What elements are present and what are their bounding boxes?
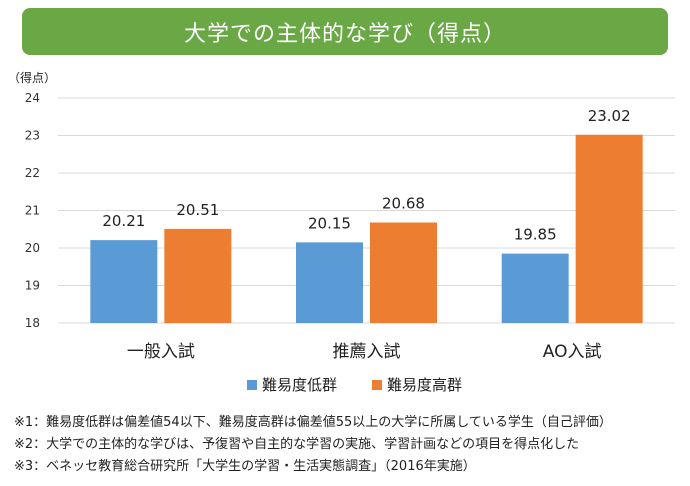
y-tick-label: 24	[25, 91, 40, 105]
legend-label: 難易度高群	[387, 376, 462, 394]
y-tick-label: 20	[25, 241, 40, 255]
data-label: 23.02	[588, 107, 631, 125]
legend-label: 難易度低群	[262, 376, 337, 394]
legend: 難易度低群 難易度高群	[247, 376, 462, 394]
data-label: 19.85	[514, 226, 557, 244]
x-tick-label: 推薦入試	[333, 342, 401, 362]
bar	[296, 242, 363, 323]
bars	[90, 134, 643, 323]
bar	[370, 222, 437, 323]
chart-title-bar: 大学での主体的な学び（得点）	[22, 8, 668, 55]
bar	[501, 253, 569, 323]
bar	[90, 240, 158, 323]
data-label: 20.51	[176, 201, 219, 219]
y-tick-label: 21	[25, 204, 40, 218]
y-tick-label: 23	[25, 129, 40, 143]
bar	[164, 228, 232, 323]
x-tick-labels: 一般入試 推薦入試 AO入試	[127, 342, 602, 362]
bar-chart: （得点） 18 19 20 21 22 23 24 20.21 20.51 20.15 20.68…	[8, 70, 675, 394]
y-tick-label: 19	[25, 279, 40, 293]
data-label: 20.15	[308, 214, 351, 232]
y-tick-label: 22	[25, 166, 40, 180]
data-label: 20.21	[102, 212, 145, 230]
chart-title: 大学での主体的な学び（得点）	[183, 21, 506, 47]
x-tick-label: 一般入試	[127, 342, 195, 362]
y-axis-label: （得点）	[8, 70, 56, 85]
legend-swatch	[372, 380, 382, 390]
bar	[575, 134, 643, 323]
legend-swatch	[247, 380, 257, 390]
data-label: 20.68	[382, 195, 425, 213]
footnotes: ※1：難易度低群は偏差値54以下、難易度高群は偏差値55以上の大学に所属している…	[14, 412, 686, 478]
data-labels: 20.21 20.51 20.15 20.68 19.85 23.02	[102, 107, 630, 244]
y-tick-label: 18	[25, 316, 40, 330]
gridlines	[58, 97, 675, 324]
x-tick-label: AO入試	[543, 342, 602, 362]
footnote-2: ※2：大学での主体的な学びは、予復習や自主的な学習の実施、学習計画などの項目を得…	[14, 437, 580, 452]
footnote-1: ※1：難易度低群は偏差値54以下、難易度高群は偏差値55以上の大学に所属している…	[14, 415, 612, 430]
y-tick-labels: 18 19 20 21 22 23 24	[25, 91, 40, 330]
footnote-3: ※3：ベネッセ教育総合研究所「大学生の学習・生活実態調査」（2016年実施）	[14, 459, 476, 474]
